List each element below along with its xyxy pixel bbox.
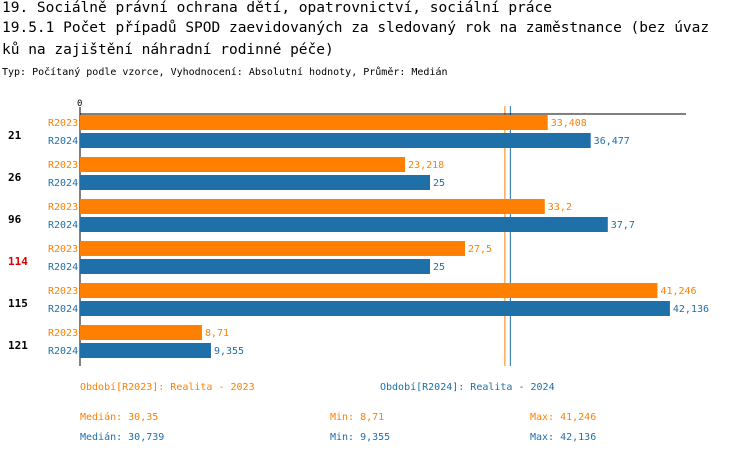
series-label: R2023 bbox=[48, 202, 78, 213]
median-2023-label: Medián: 30,35 bbox=[80, 412, 159, 423]
category-label: 21 bbox=[8, 129, 22, 142]
series-label: R2024 bbox=[48, 136, 78, 147]
category-label: 115 bbox=[8, 297, 28, 310]
bar-value-label: 37,7 bbox=[611, 220, 635, 231]
bar-r2023 bbox=[80, 283, 658, 298]
series-label: R2024 bbox=[48, 304, 78, 315]
bar-r2024 bbox=[80, 217, 608, 232]
series-label: R2023 bbox=[48, 118, 78, 129]
chart-title-line1: 19. Sociálně právní ochrana dětí, opatro… bbox=[2, 0, 552, 16]
bar-r2023 bbox=[80, 241, 465, 256]
series-label: R2024 bbox=[48, 220, 78, 231]
bar-r2024 bbox=[80, 133, 591, 148]
series-label: R2024 bbox=[48, 178, 78, 189]
series-label: R2023 bbox=[48, 244, 78, 255]
period-2023-label: Období[R2023]: Realita - 2023 bbox=[80, 382, 255, 393]
chart-title-line3: ků na zajištění náhradní rodinné péče) bbox=[2, 42, 334, 58]
category-label: 26 bbox=[8, 171, 22, 184]
bar-r2023 bbox=[80, 199, 545, 214]
period-2024-label: Období[R2024]: Realita - 2024 bbox=[380, 382, 555, 393]
series-label: R2023 bbox=[48, 328, 78, 339]
bar-value-label: 25 bbox=[433, 262, 445, 273]
chart-title-line2: 19.5.1 Počet případů SPOD zaevidovaných … bbox=[2, 20, 710, 36]
bar-value-label: 33,408 bbox=[551, 118, 587, 129]
median-2024-label: Medián: 30,739 bbox=[80, 432, 165, 443]
bar-value-label: 9,355 bbox=[214, 346, 244, 357]
category-label: 96 bbox=[8, 213, 22, 226]
bar-value-label: 27,5 bbox=[468, 244, 492, 255]
bar-value-label: 23,218 bbox=[408, 160, 444, 171]
max-2023-label: Max: 41,246 bbox=[530, 412, 597, 423]
bar-value-label: 8,71 bbox=[205, 328, 229, 339]
min-2023-label: Min: 8,71 bbox=[330, 412, 385, 423]
bar-value-label: 25 bbox=[433, 178, 445, 189]
bar-r2024 bbox=[80, 175, 430, 190]
bar-value-label: 42,136 bbox=[673, 304, 709, 315]
bar-r2023 bbox=[80, 115, 548, 130]
bar-value-label: 41,246 bbox=[660, 286, 696, 297]
bar-r2024 bbox=[80, 343, 211, 358]
bar-r2023 bbox=[80, 157, 406, 172]
chart-subtitle: Typ: Počítaný podle vzorce, Vyhodnocení:… bbox=[2, 67, 448, 78]
category-label: 114 bbox=[8, 255, 28, 268]
bar-value-label: 33,2 bbox=[548, 202, 572, 213]
series-label: R2023 bbox=[48, 286, 78, 297]
bar-r2023 bbox=[80, 325, 202, 340]
bar-r2024 bbox=[80, 301, 670, 316]
bar-r2024 bbox=[80, 259, 430, 274]
x-axis-zero-label: 0 bbox=[77, 99, 82, 109]
bar-value-label: 36,477 bbox=[594, 136, 630, 147]
max-2024-label: Max: 42,136 bbox=[530, 432, 597, 443]
min-2024-label: Min: 9,355 bbox=[330, 432, 391, 443]
series-label: R2024 bbox=[48, 346, 78, 357]
series-label: R2023 bbox=[48, 160, 78, 171]
category-label: 121 bbox=[8, 339, 28, 352]
series-label: R2024 bbox=[48, 262, 78, 273]
